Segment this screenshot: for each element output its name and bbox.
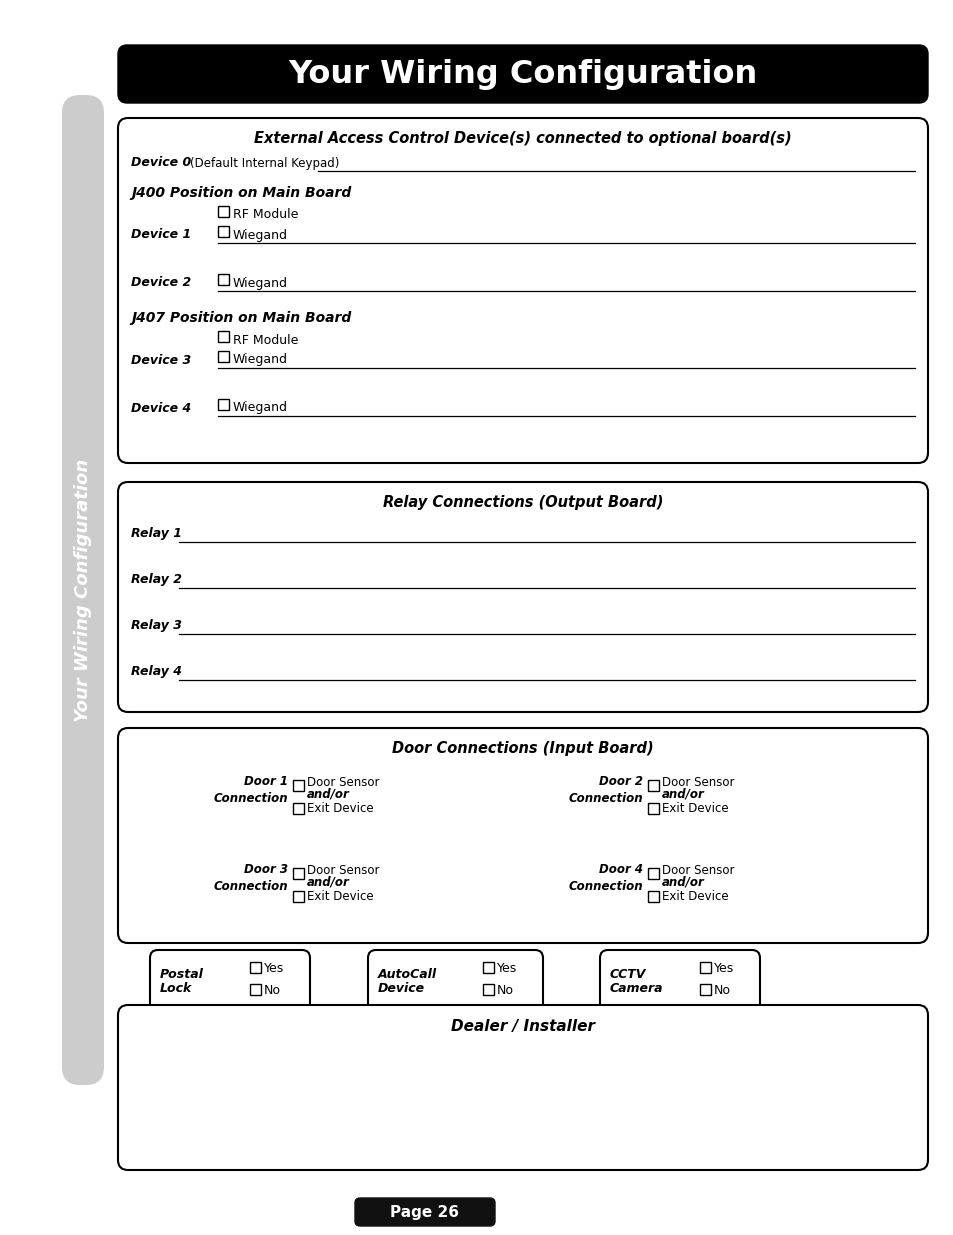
Text: Camera: Camera <box>609 983 662 995</box>
Text: Door Connections (Input Board): Door Connections (Input Board) <box>392 741 653 756</box>
Text: Exit Device: Exit Device <box>307 890 374 904</box>
Text: No: No <box>497 983 514 997</box>
Text: CCTV: CCTV <box>609 968 646 982</box>
Bar <box>293 868 304 879</box>
Text: No: No <box>713 983 730 997</box>
FancyBboxPatch shape <box>118 727 927 944</box>
Text: Device 3: Device 3 <box>131 353 191 367</box>
Text: Door 1
Connection: Door 1 Connection <box>213 776 288 805</box>
Text: External Access Control Device(s) connected to optional board(s): External Access Control Device(s) connec… <box>253 131 791 146</box>
Bar <box>218 206 229 217</box>
Bar <box>250 962 261 973</box>
Text: Postal: Postal <box>160 968 204 982</box>
Text: Yes: Yes <box>497 962 517 974</box>
Text: Exit Device: Exit Device <box>661 890 728 904</box>
FancyBboxPatch shape <box>368 950 542 1011</box>
Text: Your Wiring Configuration: Your Wiring Configuration <box>74 458 91 721</box>
Text: RF Module: RF Module <box>233 209 298 221</box>
Bar <box>293 890 304 902</box>
Text: Device 0: Device 0 <box>131 157 191 169</box>
Bar <box>218 351 229 362</box>
Bar <box>647 868 659 879</box>
Text: No: No <box>264 983 281 997</box>
Text: and/or: and/or <box>661 788 704 800</box>
Text: Exit Device: Exit Device <box>307 803 374 815</box>
Text: Relay 4: Relay 4 <box>131 666 182 678</box>
FancyBboxPatch shape <box>118 482 927 713</box>
Text: Door 4
Connection: Door 4 Connection <box>568 863 642 893</box>
Text: Door 2
Connection: Door 2 Connection <box>568 776 642 805</box>
FancyBboxPatch shape <box>118 44 927 103</box>
Bar <box>482 984 494 995</box>
Bar <box>647 781 659 790</box>
Text: and/or: and/or <box>661 876 704 888</box>
Text: Lock: Lock <box>160 983 193 995</box>
Bar <box>218 331 229 342</box>
Text: Door Sensor: Door Sensor <box>661 777 734 789</box>
FancyBboxPatch shape <box>599 950 760 1011</box>
FancyBboxPatch shape <box>150 950 310 1011</box>
Text: Device: Device <box>377 983 425 995</box>
Text: Device 4: Device 4 <box>131 401 191 415</box>
Text: Your Wiring Configuration: Your Wiring Configuration <box>288 58 757 89</box>
FancyBboxPatch shape <box>118 119 927 463</box>
Bar <box>700 984 710 995</box>
FancyBboxPatch shape <box>355 1198 495 1226</box>
Text: Page 26: Page 26 <box>390 1204 459 1219</box>
Text: Wiegand: Wiegand <box>233 277 288 289</box>
Text: Relay 1: Relay 1 <box>131 527 182 541</box>
Text: Wiegand: Wiegand <box>233 353 288 367</box>
Bar <box>647 890 659 902</box>
Text: J400 Position on Main Board: J400 Position on Main Board <box>131 186 351 200</box>
Bar <box>482 962 494 973</box>
FancyBboxPatch shape <box>62 95 104 1086</box>
Text: Yes: Yes <box>713 962 734 974</box>
Text: Door Sensor: Door Sensor <box>307 777 379 789</box>
Text: Door Sensor: Door Sensor <box>661 864 734 878</box>
Text: Wiegand: Wiegand <box>233 401 288 415</box>
Text: (Default Internal Keypad): (Default Internal Keypad) <box>190 157 339 169</box>
Text: and/or: and/or <box>307 788 350 800</box>
Text: Relay 3: Relay 3 <box>131 620 182 632</box>
Text: Exit Device: Exit Device <box>661 803 728 815</box>
Text: Relay Connections (Output Board): Relay Connections (Output Board) <box>382 494 662 510</box>
Text: Device 1: Device 1 <box>131 228 191 242</box>
FancyBboxPatch shape <box>118 1005 927 1170</box>
Text: Door Sensor: Door Sensor <box>307 864 379 878</box>
Bar <box>293 781 304 790</box>
Text: Device 2: Device 2 <box>131 277 191 289</box>
Text: RF Module: RF Module <box>233 333 298 347</box>
Text: J407 Position on Main Board: J407 Position on Main Board <box>131 311 351 325</box>
Bar <box>293 803 304 814</box>
Text: Yes: Yes <box>264 962 284 974</box>
Text: Wiegand: Wiegand <box>233 228 288 242</box>
Text: Relay 2: Relay 2 <box>131 573 182 587</box>
Bar <box>218 399 229 410</box>
Bar <box>700 962 710 973</box>
Text: Dealer / Installer: Dealer / Installer <box>451 1020 595 1035</box>
Text: Door 3
Connection: Door 3 Connection <box>213 863 288 893</box>
Text: and/or: and/or <box>307 876 350 888</box>
Bar <box>647 803 659 814</box>
Bar <box>218 226 229 237</box>
Text: AutoCall: AutoCall <box>377 968 436 982</box>
Bar <box>218 274 229 285</box>
Bar <box>250 984 261 995</box>
